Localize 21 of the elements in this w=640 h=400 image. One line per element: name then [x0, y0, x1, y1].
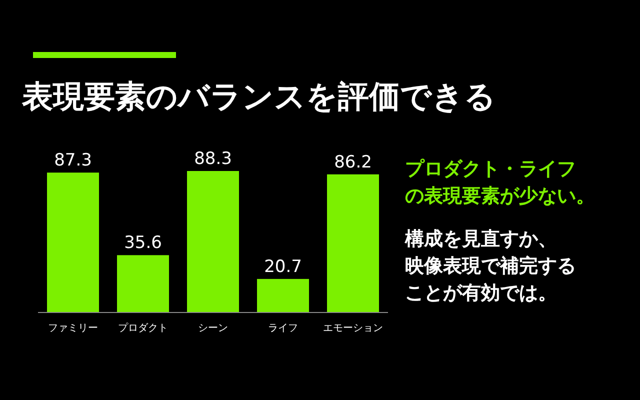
bar: [47, 172, 99, 312]
x-tick-label: ファミリー: [48, 323, 98, 334]
bar: [327, 174, 379, 312]
text: 構成を見直すか、: [404, 228, 557, 250]
x-tick-label: シーン: [198, 323, 228, 334]
x-tick-label: プロダクト: [118, 322, 168, 334]
text: プロダクト・ライフ: [405, 158, 576, 180]
chart-title: 表現要素のバランスを評価できる: [21, 79, 496, 115]
text: 映像表現で補完する: [405, 255, 576, 277]
text: ことが有効では。: [405, 282, 557, 304]
text: の表現要素が少ない。: [405, 185, 595, 207]
data-label: 20.7: [264, 256, 302, 277]
x-tick-label: エモーション: [323, 323, 383, 334]
bar: [187, 171, 239, 312]
bar: [257, 278, 309, 312]
x-tick-label: ライフ: [268, 323, 298, 334]
data-label: 86.2: [334, 152, 372, 172]
data-label: 87.3: [54, 150, 92, 171]
data-label: 35.6: [124, 233, 162, 254]
data-label: 88.3: [194, 149, 232, 169]
bar: [117, 255, 169, 312]
